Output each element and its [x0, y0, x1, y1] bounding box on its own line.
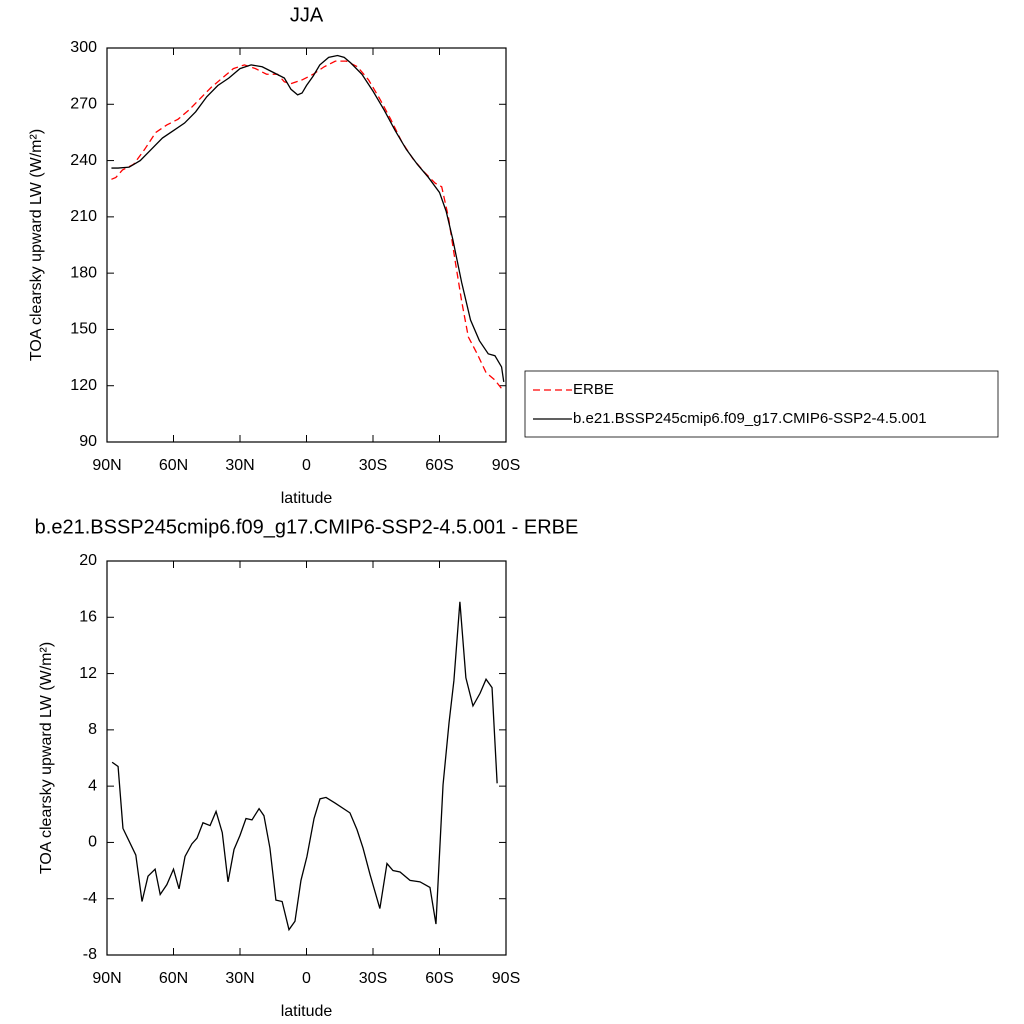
legend-box [524, 370, 999, 438]
legend-label: ERBE [573, 381, 614, 398]
y-tick-label: 150 [70, 321, 97, 338]
y-tick-label: 12 [79, 665, 97, 682]
plot-frame [106, 47, 507, 443]
x-axis-label: latitude [281, 490, 333, 507]
x-tick-label: 90N [92, 457, 121, 474]
chart-title: JJA [290, 4, 324, 26]
y-tick-label: 20 [79, 552, 97, 569]
x-tick-label: 60S [425, 970, 453, 987]
x-axis-label: latitude [281, 1003, 333, 1020]
data-line [111, 601, 498, 932]
y-tick-label: 16 [79, 609, 97, 626]
x-tick-label: 90S [492, 970, 520, 987]
y-tick-label: 180 [70, 264, 97, 281]
x-tick-label: 60N [159, 457, 188, 474]
y-tick-label: 300 [70, 39, 97, 56]
y-tick-label: 90 [79, 433, 97, 450]
y-tick-label: 270 [70, 96, 97, 113]
y-tick-label: 8 [88, 721, 97, 738]
y-tick-label: 120 [70, 377, 97, 394]
data-line [111, 54, 505, 383]
legend-label: b.e21.BSSP245cmip6.f09_g17.CMIP6-SSP2-4.… [573, 410, 927, 427]
y-tick-label: 240 [70, 152, 97, 169]
y-axis-label: TOA clearsky upward LW (W/m²) [28, 129, 45, 361]
x-tick-label: 30N [225, 457, 254, 474]
y-tick-label: -4 [83, 890, 97, 907]
x-tick-label: 30S [359, 970, 387, 987]
x-tick-label: 90S [492, 457, 520, 474]
y-tick-label: 0 [88, 834, 97, 851]
x-tick-label: 0 [302, 457, 311, 474]
data-line [111, 60, 505, 392]
x-tick-label: 60S [425, 457, 453, 474]
y-tick-label: -8 [83, 946, 97, 963]
plot-frame [106, 560, 507, 956]
x-tick-label: 30S [359, 457, 387, 474]
x-tick-label: 90N [92, 970, 121, 987]
y-tick-label: 4 [88, 777, 97, 794]
chart-title: b.e21.BSSP245cmip6.f09_g17.CMIP6-SSP2-4.… [35, 516, 579, 538]
y-axis-label: TOA clearsky upward LW (W/m²) [38, 642, 55, 874]
x-tick-label: 30N [225, 970, 254, 987]
x-tick-label: 0 [302, 970, 311, 987]
x-tick-label: 60N [159, 970, 188, 987]
y-tick-label: 210 [70, 208, 97, 225]
